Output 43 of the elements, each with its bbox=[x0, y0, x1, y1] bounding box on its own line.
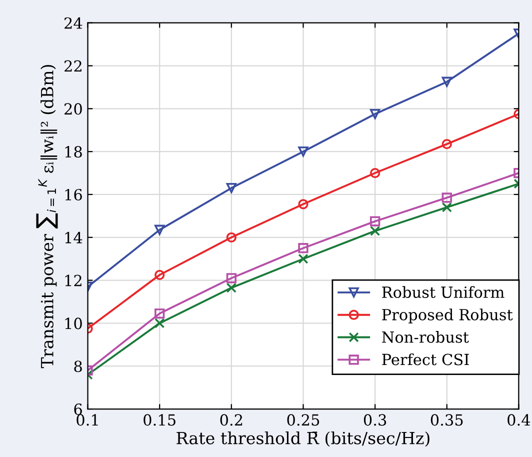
x-tick-label: 0.3 bbox=[364, 414, 386, 426]
legend-label: Robust Uniform bbox=[382, 286, 504, 298]
point bbox=[370, 108, 380, 120]
point bbox=[370, 216, 380, 226]
y-tick-label: 22 bbox=[64, 60, 82, 72]
y-tick-label: 8 bbox=[74, 360, 82, 372]
y-tick-label: 12 bbox=[65, 274, 82, 286]
point bbox=[154, 224, 165, 235]
point bbox=[442, 192, 452, 203]
point bbox=[226, 232, 236, 242]
point bbox=[154, 270, 165, 280]
x-tick-label: 0.1 bbox=[76, 414, 98, 426]
y-tick-label: 10 bbox=[65, 318, 82, 330]
x-axis-title: Rate threshold R̄ (bits/sec/Hz) bbox=[176, 431, 430, 447]
y-tick-label: 24 bbox=[64, 17, 82, 29]
x-tick-label: 0.15 bbox=[144, 414, 176, 426]
x-tick-label: 0.25 bbox=[287, 414, 320, 426]
y-tick-label: 6 bbox=[74, 403, 82, 416]
x-tick-label: 0.35 bbox=[430, 414, 463, 426]
point bbox=[298, 146, 308, 157]
legend-label: Proposed Robust bbox=[382, 308, 513, 324]
legend-label: Perfect CSI bbox=[382, 353, 469, 366]
legend-label: Non-robust bbox=[382, 331, 469, 343]
point bbox=[442, 76, 452, 87]
point bbox=[226, 273, 236, 284]
point bbox=[226, 182, 236, 194]
point bbox=[442, 138, 452, 150]
point bbox=[298, 254, 308, 264]
point bbox=[370, 168, 380, 178]
y-tick-label: 18 bbox=[65, 146, 82, 158]
y-tick-label: 14 bbox=[65, 232, 82, 244]
point bbox=[226, 282, 236, 293]
y-tick-label: 20 bbox=[64, 103, 82, 115]
y-axis-title: Transmit power ∑$_{i=1}$$^{K}$ εᵢ‖wᵢ‖² (dBm) bbox=[36, 65, 58, 368]
point bbox=[442, 202, 452, 212]
x-tick-label: 0.4 bbox=[508, 414, 530, 426]
y-tick-label: 16 bbox=[65, 188, 82, 200]
point bbox=[298, 199, 308, 210]
point bbox=[154, 318, 165, 328]
point bbox=[154, 308, 165, 319]
point bbox=[370, 226, 380, 236]
point bbox=[298, 243, 308, 254]
x-tick-label: 0.2 bbox=[220, 414, 242, 426]
